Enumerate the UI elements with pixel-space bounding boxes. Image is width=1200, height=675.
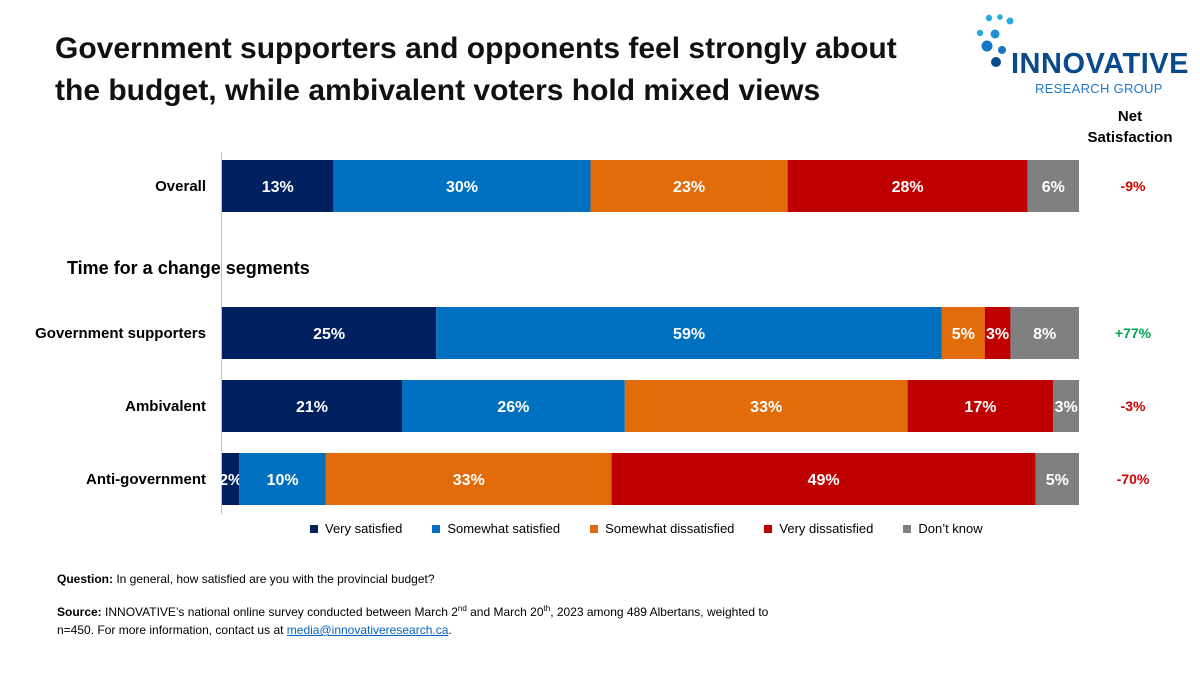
net-satisfaction-value: -9% [1121,178,1146,194]
bar-data-label: 3% [1055,399,1078,416]
legend-label: Very dissatisfied [779,521,874,536]
category-label: Anti-government [86,471,206,488]
source-sup-2: th [543,604,551,613]
bar-data-label: 3% [986,326,1009,343]
bar-data-label: 26% [497,399,529,416]
logo-subtitle: RESEARCH GROUP [1035,81,1163,96]
bar-data-label: 25% [313,326,345,343]
bar-segment [401,380,625,432]
bar-data-label: 10% [267,472,299,489]
bar-segment [1035,453,1079,505]
net-header-line1: Net [1117,108,1143,125]
bar-data-label: 8% [1033,326,1056,343]
bar-data-label: 33% [750,399,782,416]
bar-segment [590,160,788,212]
logo-name: INNOVATIVE [1011,48,1189,80]
innovative-logo: INNOVATIVE RESEARCH GROUP [975,12,1190,97]
legend-item: Somewhat satisfied [432,521,560,536]
net-satisfaction-header: Net Satisfaction [1080,106,1180,148]
net-header-line2: Satisfaction [1087,129,1173,146]
bar-segment [239,453,326,505]
source-text-1: INNOVATIVE’s national online survey cond… [105,605,458,619]
bar-data-label: 21% [296,399,328,416]
bar-data-label: 59% [673,326,705,343]
net-satisfaction-value: -70% [1117,471,1150,487]
bar-data-label: 6% [1042,179,1065,196]
bar-segment [222,380,402,432]
bar-segment [1010,307,1079,359]
bar-segment [907,380,1054,432]
bar-segment [325,453,612,505]
bar-segment [333,160,591,212]
bar-segment [787,160,1028,212]
bar-data-label: 17% [964,399,996,416]
legend-swatch [590,524,599,533]
bar-data-label: 28% [892,179,924,196]
email-link[interactable]: media@innovativeresearch.ca [286,623,449,637]
legend-label: Don’t know [918,521,983,536]
bar-data-label: 5% [1046,472,1069,489]
net-satisfaction-value: +77% [1115,325,1152,341]
legend-swatch [432,524,441,533]
source-line2: n=450. For more information, contact us … [57,623,287,637]
bar-segment [611,453,1036,505]
category-label: Ambivalent [125,398,206,415]
question-label: Question: [57,572,113,586]
category-label: Government supporters [35,325,206,342]
source-note: Source: INNOVATIVE’s national online sur… [57,603,768,639]
bar-data-label: 2% [219,472,242,489]
bar-data-label: 5% [952,326,975,343]
bar-data-label: 23% [673,179,705,196]
legend-item: Don’t know [903,521,983,536]
bar-segment [1053,380,1079,432]
bar-segment [436,307,942,359]
bar-segment [1027,160,1079,212]
chart-legend: Very satisfied Somewhat satisfied Somewhat… [310,521,1013,536]
source-text-2: and March 20 [466,605,544,619]
legend-label: Somewhat satisfied [447,521,561,536]
source-period: . [448,623,452,637]
bar-segment [222,160,334,212]
bar-segment [222,307,437,359]
category-label: Overall [155,178,206,195]
bar-segment [624,380,908,432]
logo-dots-icon [976,14,1014,67]
legend-item: Somewhat dissatisfied [590,521,734,536]
source-sup-1: nd [457,604,467,613]
bar-data-label: 33% [453,472,485,489]
legend-label: Very satisfied [325,521,403,536]
legend-swatch [764,524,773,533]
bar-segment [941,307,985,359]
chart-title: Government supporters and opponents feel… [55,32,897,107]
question-note: Question: In general, how satisfied are … [57,570,435,588]
bar-data-label: 13% [262,179,294,196]
bar-segment [222,453,240,505]
legend-item: Very satisfied [310,521,402,536]
source-text-3: , 2023 among 489 Albertans, weighted to [550,605,769,619]
question-text: In general, how satisfied are you with t… [116,572,435,586]
bar-data-label: 30% [446,179,478,196]
legend-swatch [310,524,318,533]
source-label: Source: [57,605,102,619]
bar-segment [984,307,1011,359]
net-satisfaction-value: -3% [1121,398,1146,414]
legend-swatch [903,524,912,533]
legend-item: Very dissatisfied [764,521,873,536]
segments-heading: Time for a change segments [67,258,310,278]
bar-data-label: 49% [808,472,840,489]
legend-label: Somewhat dissatisfied [605,521,735,536]
